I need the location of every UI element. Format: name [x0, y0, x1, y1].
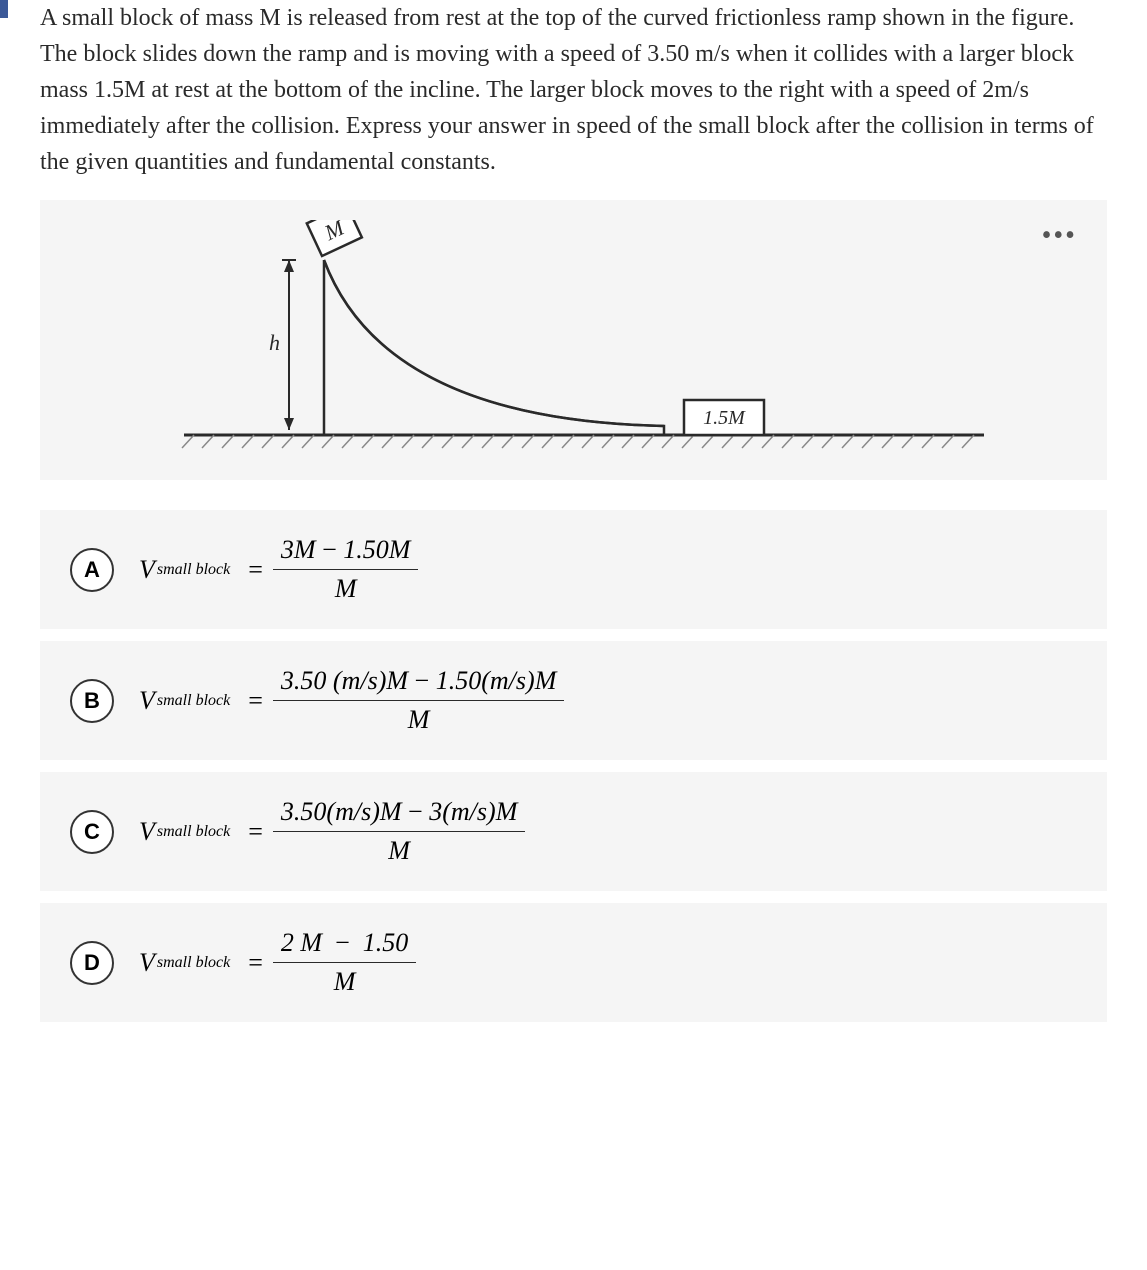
- option-formula: V small block = 2 M − 1.50 M: [139, 928, 416, 997]
- option-a[interactable]: A V small block = 3M − 1.50M M: [40, 510, 1107, 629]
- options-list: A V small block = 3M − 1.50M M B V small…: [40, 510, 1107, 1022]
- accent-bar: [0, 0, 8, 18]
- option-c[interactable]: C V small block = 3.50(m/s)M − 3(m/s)M M: [40, 772, 1107, 891]
- option-b[interactable]: B V small block = 3.50 (m/s)M − 1.50(m/s…: [40, 641, 1107, 760]
- option-formula: V small block = 3.50 (m/s)M − 1.50(m/s)M…: [139, 666, 564, 735]
- height-label: h: [269, 330, 280, 355]
- option-bubble: B: [70, 679, 114, 723]
- diagram-container: •••: [40, 200, 1107, 480]
- main-content: A small block of mass M is released from…: [0, 0, 1147, 1042]
- more-icon[interactable]: •••: [1042, 220, 1077, 252]
- option-bubble: A: [70, 548, 114, 592]
- option-bubble: C: [70, 810, 114, 854]
- option-formula: V small block = 3M − 1.50M M: [139, 535, 418, 604]
- ramp-diagram: h M 1.5M: [144, 220, 1004, 460]
- option-formula: V small block = 3.50(m/s)M − 3(m/s)M M: [139, 797, 525, 866]
- problem-statement: A small block of mass M is released from…: [40, 0, 1107, 180]
- option-d[interactable]: D V small block = 2 M − 1.50 M: [40, 903, 1107, 1022]
- option-bubble: D: [70, 941, 114, 985]
- large-block-label: 1.5M: [703, 407, 746, 429]
